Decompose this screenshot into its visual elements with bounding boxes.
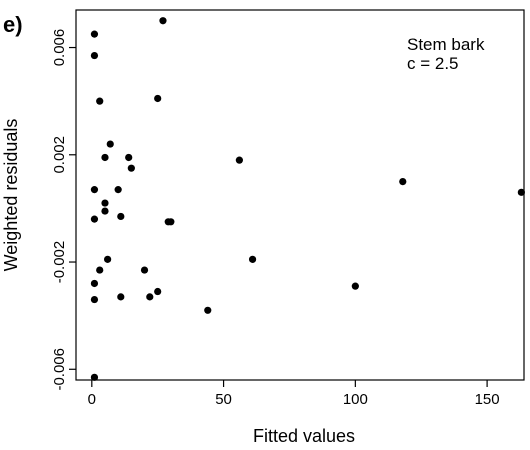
data-point	[96, 266, 104, 274]
data-point	[248, 255, 257, 263]
y-tick-label: 0.006	[51, 29, 68, 67]
plot-border	[75, 9, 525, 381]
y-tick-label: 0.002	[51, 136, 68, 174]
data-points	[90, 17, 525, 381]
data-point	[90, 30, 99, 38]
data-point	[101, 207, 109, 215]
data-point	[90, 279, 99, 288]
data-point	[517, 188, 525, 196]
data-point	[125, 153, 133, 162]
data-point	[351, 282, 359, 290]
annotation-parameter: c = 2.5	[407, 54, 459, 73]
data-point	[90, 51, 99, 60]
data-point	[96, 97, 104, 105]
data-point	[117, 293, 125, 301]
data-point	[90, 373, 99, 381]
data-point	[204, 306, 212, 314]
x-tick-label: 150	[475, 391, 500, 408]
y-axis-title: Weighted residuals	[1, 119, 21, 272]
x-axis-title: Fitted values	[253, 426, 355, 446]
data-point	[154, 287, 162, 296]
y-axis: -0.006 -0.002 0.002 0.006	[51, 29, 76, 391]
data-point	[154, 94, 162, 103]
plot-frame	[75, 9, 525, 381]
data-point	[114, 186, 122, 194]
data-point	[104, 255, 112, 263]
y-tick-label: -0.002	[51, 241, 68, 284]
data-point	[90, 295, 99, 304]
data-point	[399, 177, 407, 186]
data-point	[106, 140, 114, 148]
data-point	[140, 266, 149, 274]
x-tick-label: 50	[215, 391, 232, 408]
data-point	[127, 164, 135, 172]
y-tick-label: -0.006	[51, 348, 68, 391]
data-point	[101, 199, 109, 207]
x-tick-label: 0	[88, 391, 96, 408]
x-tick-label: 100	[343, 391, 368, 408]
data-point	[90, 186, 99, 194]
data-point	[146, 293, 154, 301]
annotation-sample: Stem bark	[407, 35, 485, 54]
data-point	[117, 212, 125, 221]
data-point	[101, 153, 109, 162]
data-point	[235, 156, 243, 164]
data-point	[167, 218, 175, 226]
x-axis: 0 50 100 150	[88, 380, 500, 408]
data-point	[90, 215, 99, 223]
panel-label: e)	[3, 12, 23, 37]
data-point	[159, 17, 167, 25]
